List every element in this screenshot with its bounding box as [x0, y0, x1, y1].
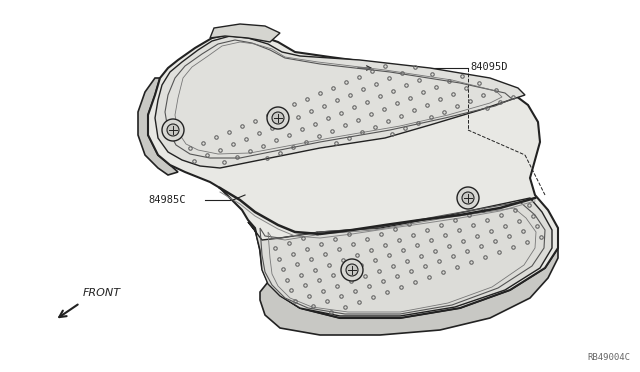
Text: FRONT: FRONT — [83, 288, 121, 298]
Polygon shape — [155, 36, 525, 168]
Polygon shape — [210, 24, 280, 42]
Circle shape — [341, 259, 363, 281]
Polygon shape — [148, 33, 558, 318]
Circle shape — [462, 192, 474, 204]
Circle shape — [162, 119, 184, 141]
Text: RB49004C: RB49004C — [587, 353, 630, 362]
Text: 84095D: 84095D — [470, 62, 508, 72]
Text: 84985C: 84985C — [148, 195, 186, 205]
Circle shape — [457, 187, 479, 209]
Circle shape — [272, 112, 284, 124]
Polygon shape — [248, 198, 552, 316]
Circle shape — [346, 264, 358, 276]
Polygon shape — [260, 248, 558, 335]
Circle shape — [167, 124, 179, 136]
Polygon shape — [138, 78, 178, 175]
Circle shape — [267, 107, 289, 129]
